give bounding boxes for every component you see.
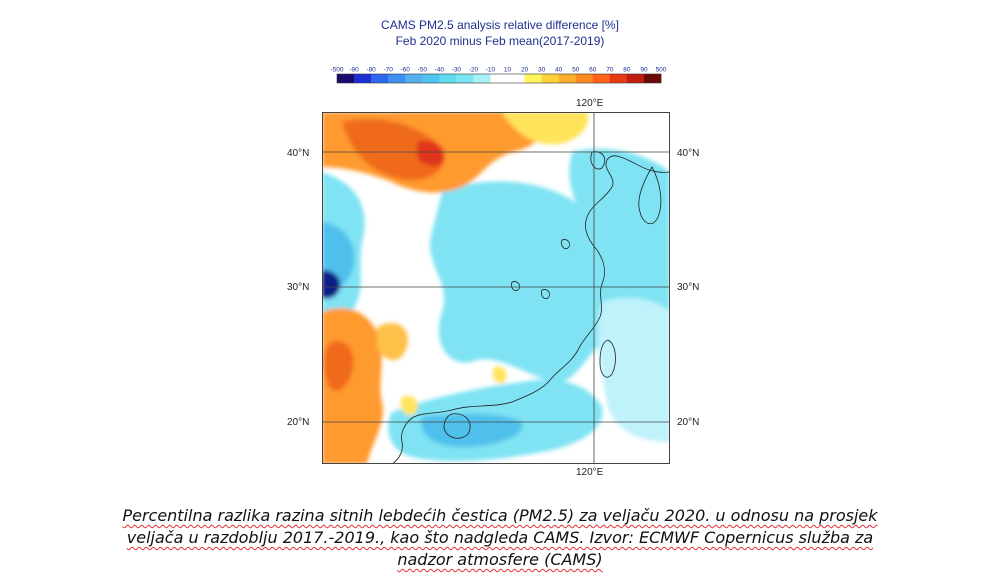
lon-label-120e-bottom: 120°E	[576, 467, 604, 478]
lake-3	[541, 289, 550, 299]
lat-label-20n-left: 20°N	[287, 417, 310, 428]
colorbar-tick-label: 500	[656, 67, 667, 74]
chart-subtitle: Feb 2020 minus Feb mean(2017-2019)	[395, 34, 605, 48]
colorbar-tick-label: -90	[349, 67, 359, 74]
lon-label-120e-top: 120°E	[576, 98, 604, 109]
pm25-difference-map	[322, 112, 670, 464]
colorbar-tick-label: -20	[469, 67, 479, 74]
field-yellow-coast	[492, 366, 507, 384]
colorbar-segment	[354, 74, 372, 83]
field-darkorange-sw	[323, 341, 354, 391]
map-frame	[322, 112, 670, 464]
field-red-core	[417, 140, 445, 167]
colorbar-tick-label: 50	[572, 67, 580, 74]
colorbar-segment	[422, 74, 440, 83]
lat-label-30n-right: 30°N	[677, 282, 700, 293]
coastline-korea	[638, 166, 662, 225]
colorbar-segment	[575, 74, 594, 83]
colorbar-tick-label: -70	[383, 67, 393, 74]
field-cyan-east	[569, 148, 670, 255]
colorbar-tick-label: 20	[521, 67, 529, 74]
colorbar-segment	[609, 74, 628, 83]
lake-1	[561, 239, 570, 249]
chart-title: CAMS PM2.5 analysis relative difference …	[381, 18, 619, 32]
colorbar-segment	[524, 74, 542, 83]
coastline-china	[391, 155, 670, 464]
colorbar-tick-label: 90	[640, 67, 648, 74]
colorbar-segment	[388, 74, 406, 83]
field-darkblue-spot	[322, 270, 341, 299]
field-yellow-south	[400, 395, 418, 416]
colorbar-segment	[558, 74, 577, 83]
colorbar-frame	[336, 73, 662, 84]
colorbar-segment	[592, 74, 611, 83]
colorbar-segment	[626, 74, 645, 83]
colorbar-segment	[643, 74, 662, 83]
caption-line-3: nadzor atmosfere (CAMS)	[397, 550, 603, 569]
field-lightorange-sw	[377, 323, 408, 361]
colorbar-tick-label: -40	[435, 67, 445, 74]
coastline-bay	[590, 151, 606, 170]
colorbar-segment	[490, 74, 508, 83]
lat-label-20n-right: 20°N	[677, 417, 700, 428]
colorbar-tick-label: -30	[452, 67, 462, 74]
colorbar-segment	[439, 74, 457, 83]
colorbar-tick-label: 40	[555, 67, 563, 74]
colorbar-tick-label: -10	[486, 67, 496, 74]
colorbar-segment	[507, 74, 525, 83]
colorbar: -500 -90 -80 -70 -60 -50 -40 -30 -20 -10 10 20 30 40 5…	[330, 67, 667, 84]
caption-line-1: Percentilna razlika razina sitnih lebdeć…	[122, 506, 878, 525]
colorbar-tick-label: 70	[606, 67, 614, 74]
coastline-hainan	[443, 413, 471, 439]
lat-label-30n-left: 30°N	[287, 282, 310, 293]
gridlines	[322, 112, 670, 464]
field-orange-northeast	[502, 112, 588, 145]
colorbar-tick-label: 30	[538, 67, 546, 74]
colorbar-segment	[337, 74, 355, 83]
colorbar-tick-label: -500	[330, 67, 343, 74]
lat-label-40n-right: 40°N	[677, 148, 700, 159]
colorbar-segment	[405, 74, 423, 83]
coastline-group	[391, 151, 670, 464]
field-darkorange-north	[342, 118, 445, 181]
colorbar-segment	[371, 74, 389, 83]
figure-caption: Percentilna razlika razina sitnih lebdeć…	[40, 505, 960, 571]
colorbar-segment	[456, 74, 474, 83]
colorbar-segment	[541, 74, 559, 83]
colorbar-segment	[473, 74, 491, 83]
colorbar-tick-label: 60	[589, 67, 597, 74]
field-cyan-southeast	[597, 297, 670, 442]
caption-line-2: veljača u razdoblju 2017.-2019., kao što…	[126, 528, 874, 547]
colorbar-tick-label: 80	[623, 67, 631, 74]
colorbar-tick-label: 10	[504, 67, 512, 74]
coastline-taiwan	[599, 339, 616, 378]
lat-label-40n-left: 40°N	[287, 148, 310, 159]
colorbar-tick-label: -80	[366, 67, 376, 74]
colorbar-tick-label: -60	[401, 67, 411, 74]
colorbar-tick-label: -50	[418, 67, 428, 74]
